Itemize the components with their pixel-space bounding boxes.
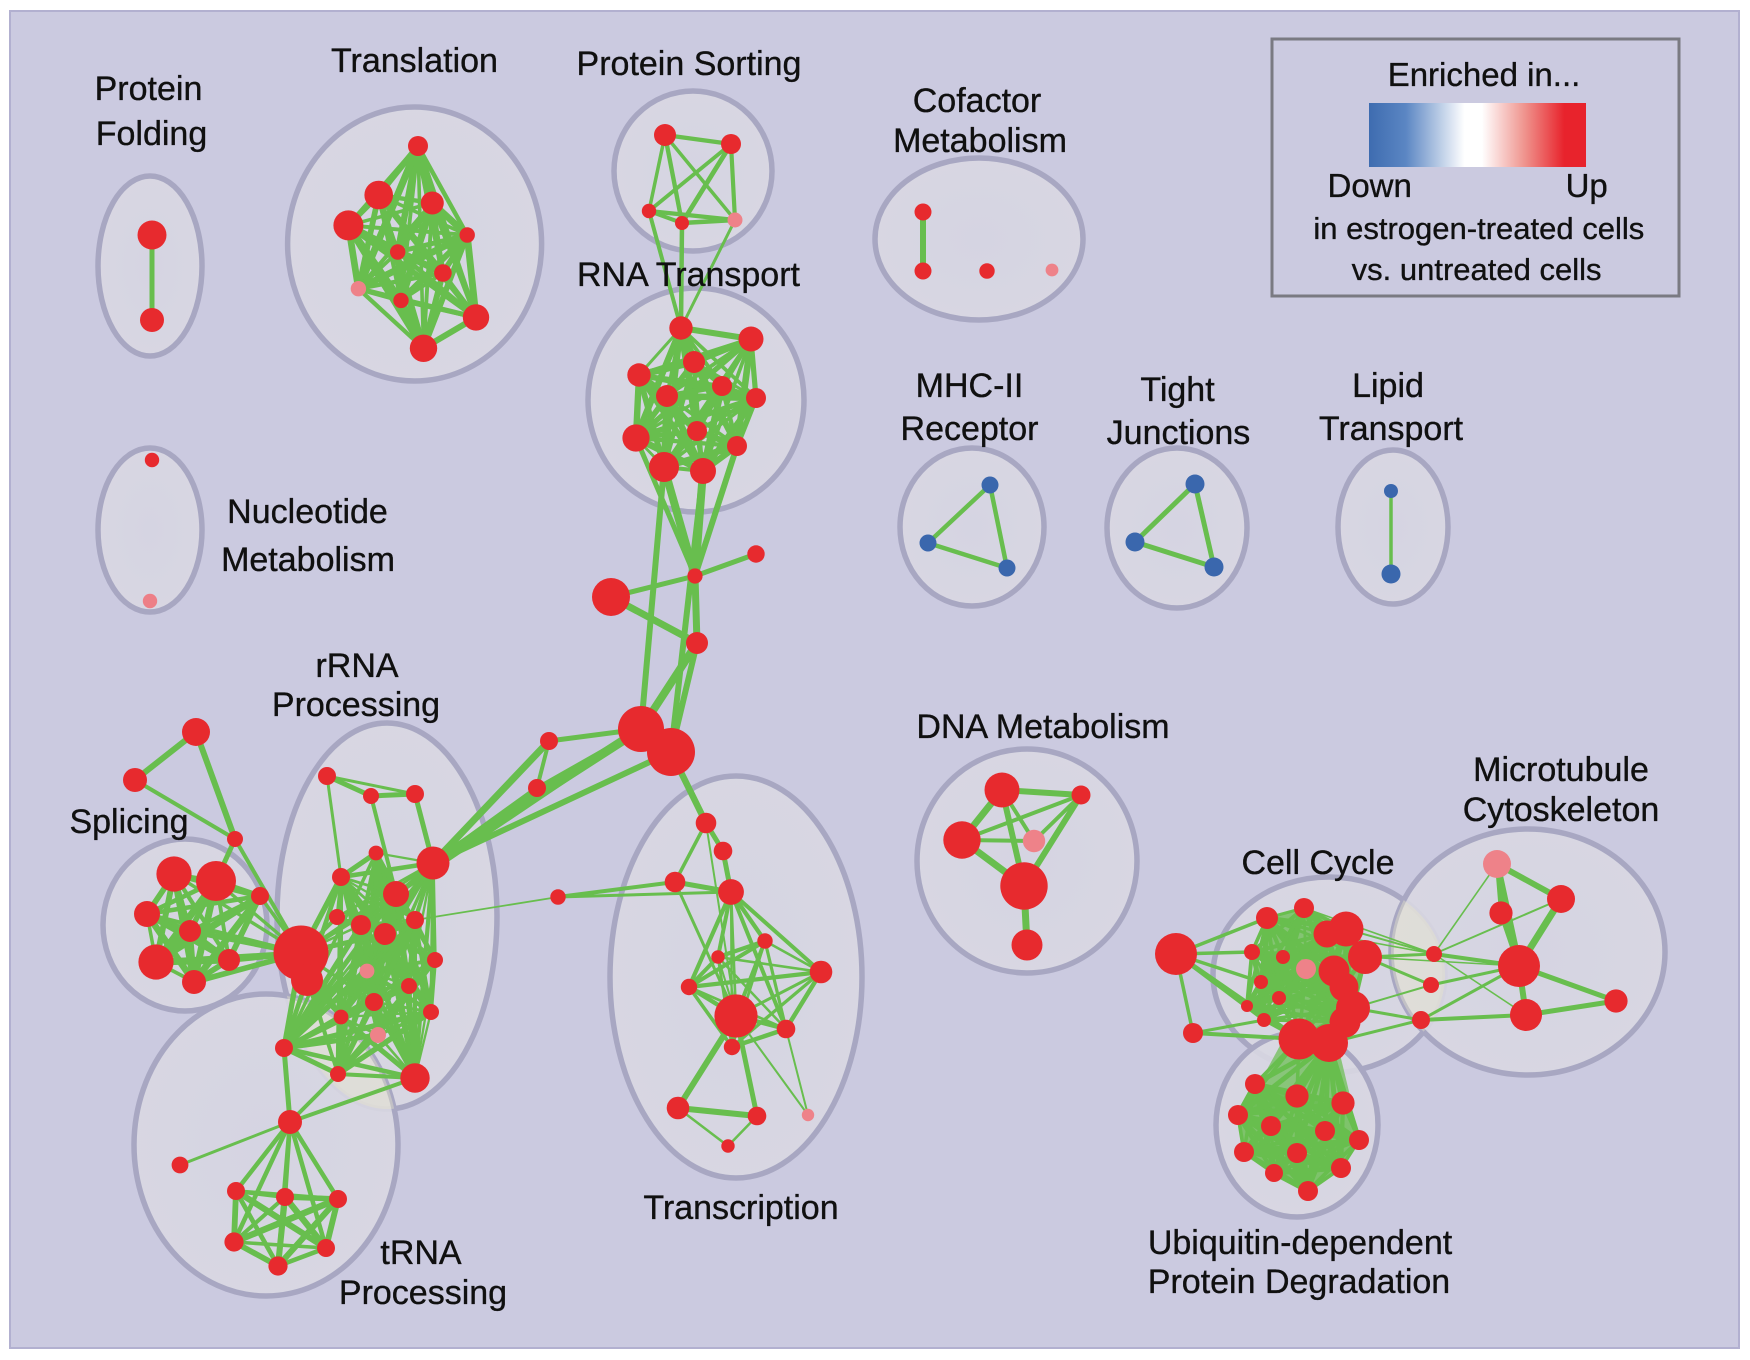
- svg-text:Lipid: Lipid: [1352, 367, 1424, 405]
- svg-text:Folding: Folding: [96, 115, 208, 153]
- svg-text:Enriched in...: Enriched in...: [1388, 56, 1581, 93]
- svg-text:Receptor: Receptor: [901, 410, 1039, 448]
- svg-text:tRNA: tRNA: [380, 1234, 462, 1272]
- svg-text:vs. untreated cells: vs. untreated cells: [1352, 252, 1602, 287]
- svg-text:Cofactor: Cofactor: [913, 82, 1042, 120]
- svg-text:Processing: Processing: [272, 686, 440, 724]
- svg-text:Transcription: Transcription: [643, 1189, 838, 1227]
- svg-text:DNA Metabolism: DNA Metabolism: [916, 708, 1169, 746]
- svg-text:rRNA: rRNA: [315, 647, 398, 685]
- svg-text:Protein Sorting: Protein Sorting: [577, 45, 802, 83]
- svg-text:Junctions: Junctions: [1107, 414, 1251, 452]
- svg-text:Up: Up: [1566, 167, 1608, 204]
- svg-text:Transport: Transport: [1319, 410, 1464, 448]
- svg-text:Protein Degradation: Protein Degradation: [1148, 1263, 1450, 1301]
- svg-text:Down: Down: [1328, 167, 1412, 204]
- svg-text:Cell Cycle: Cell Cycle: [1241, 844, 1394, 882]
- svg-text:Metabolism: Metabolism: [221, 541, 395, 579]
- svg-text:Processing: Processing: [339, 1274, 507, 1312]
- svg-text:in estrogen-treated cells: in estrogen-treated cells: [1313, 211, 1644, 246]
- svg-text:Translation: Translation: [331, 42, 498, 80]
- svg-text:Protein: Protein: [95, 70, 203, 108]
- svg-text:Metabolism: Metabolism: [893, 122, 1067, 160]
- svg-text:Nucleotide: Nucleotide: [227, 493, 388, 531]
- svg-text:Ubiquitin-dependent: Ubiquitin-dependent: [1148, 1224, 1453, 1262]
- svg-text:RNA Transport: RNA Transport: [577, 256, 801, 294]
- svg-text:Tight: Tight: [1140, 371, 1215, 409]
- svg-text:MHC-II: MHC-II: [916, 367, 1024, 405]
- svg-text:Splicing: Splicing: [69, 803, 188, 841]
- svg-text:Microtubule: Microtubule: [1473, 751, 1649, 789]
- svg-text:Cytoskeleton: Cytoskeleton: [1463, 791, 1660, 829]
